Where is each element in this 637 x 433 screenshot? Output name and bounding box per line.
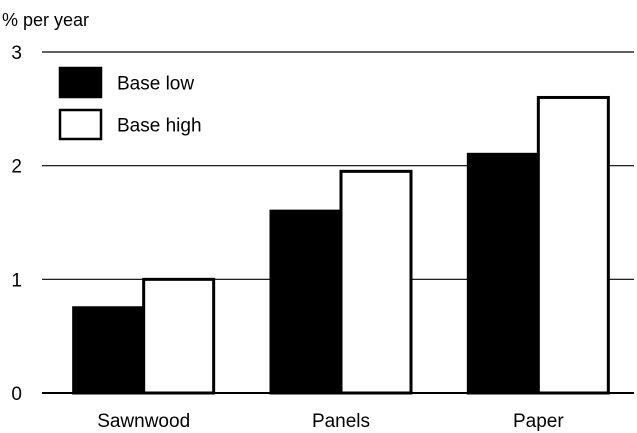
legend-label: Base low — [117, 74, 194, 95]
bar-base-low-paper — [466, 152, 540, 395]
category-label: Paper — [513, 411, 564, 432]
bar-base-high-sawnwood — [142, 277, 216, 395]
legend-swatch — [58, 66, 103, 99]
y-tick-label: 1 — [11, 270, 22, 291]
bars — [72, 95, 610, 395]
bar-base-low-sawnwood — [72, 306, 146, 395]
y-tick-label: 3 — [11, 43, 22, 64]
category-labels: Sawnwood Panels Paper — [97, 411, 564, 432]
legend: Base low Base high — [58, 66, 202, 141]
y-axis-label: % per year — [2, 10, 89, 30]
legend-swatch — [58, 108, 103, 141]
y-tick-label: 2 — [11, 157, 22, 178]
bar-base-low-panels — [269, 209, 343, 395]
category-label: Sawnwood — [97, 411, 190, 432]
y-tick-labels: 0 1 2 3 — [11, 43, 22, 405]
category-label: Panels — [312, 411, 370, 432]
bar-base-high-paper — [536, 95, 610, 395]
y-tick-label: 0 — [11, 384, 22, 405]
bar-base-high-panels — [339, 169, 413, 395]
legend-label: Base high — [117, 116, 202, 137]
